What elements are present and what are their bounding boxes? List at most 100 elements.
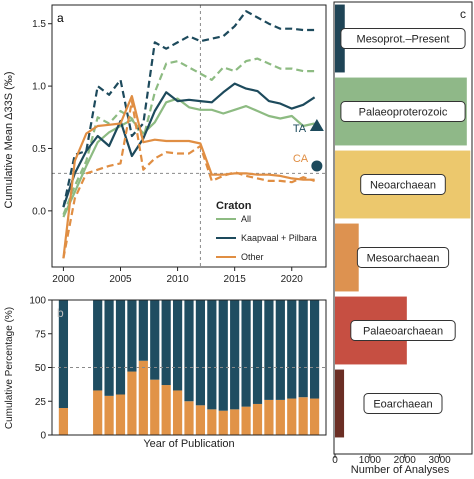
bar-kaapvaal-2012 bbox=[195, 300, 206, 406]
ca-marker bbox=[311, 160, 323, 172]
bar-kaapvaal-2021 bbox=[298, 300, 308, 398]
bar-other-2005 bbox=[115, 394, 126, 435]
bar-kaapvaal-2019 bbox=[275, 300, 285, 400]
bar-other-2016 bbox=[241, 406, 251, 435]
legend-all-label: All bbox=[241, 214, 251, 224]
c-x-tick-label-3000: 3000 bbox=[428, 455, 451, 466]
series-line-all-solid bbox=[62, 97, 315, 218]
bar-other-2010 bbox=[172, 390, 183, 435]
series-line-other-solid bbox=[62, 94, 315, 259]
bar-other-2014 bbox=[218, 410, 228, 435]
bar-kaapvaal-2007 bbox=[138, 300, 148, 361]
legend-title: Craton bbox=[216, 200, 252, 212]
label-box-mesoarchaean bbox=[356, 247, 450, 268]
panel-c: Mesoprot.–Present Palaeoproterozoic Neoarc… bbox=[332, 1, 473, 476]
bar-kaapvaal-2004 bbox=[104, 300, 114, 396]
bar-other-2003 bbox=[93, 390, 103, 435]
panel-c-xlabel: Number of Analyses bbox=[351, 464, 450, 476]
series-line-other-dashed bbox=[62, 99, 315, 259]
x-tick-label-2000: 2000 bbox=[52, 274, 75, 285]
bar-kaapvaal-2009 bbox=[161, 300, 171, 386]
bar-other-2007 bbox=[138, 360, 148, 435]
ca-marker-label: CA bbox=[293, 153, 309, 165]
bar-other-2013 bbox=[207, 409, 217, 435]
y-tick-label-0.5: 0.5 bbox=[32, 144, 46, 155]
bar-kaapvaal-2010 bbox=[172, 300, 183, 391]
panel-a-frame bbox=[51, 4, 327, 268]
panel-b-label: b bbox=[57, 306, 64, 320]
label-palaeoproterozoic: Palaeoproterozoic bbox=[359, 107, 448, 119]
x-tick-label-2015: 2015 bbox=[224, 274, 247, 285]
panel-c-label: c bbox=[460, 7, 466, 21]
c-x-tick-label-2000: 2000 bbox=[394, 455, 417, 466]
y-tick-label-1.5: 1.5 bbox=[32, 19, 46, 30]
bar-other-2019 bbox=[275, 399, 285, 435]
x-tick-label-2005: 2005 bbox=[109, 274, 132, 285]
label-box-neoarchaean bbox=[360, 174, 446, 195]
panel-a-label: a bbox=[57, 11, 64, 25]
bar-other-2011 bbox=[184, 401, 194, 435]
bar-kaapvaal-2015 bbox=[230, 300, 240, 410]
label-box-palaeoarchaean bbox=[350, 320, 456, 341]
bar-other-2015 bbox=[230, 409, 240, 435]
panel-b-ylabel: Cumulative Percentage (%) bbox=[4, 307, 15, 429]
legend-other-label: Other bbox=[241, 252, 264, 262]
b-y-tick-label-100: 100 bbox=[29, 296, 46, 307]
bar-other-2020 bbox=[287, 398, 297, 435]
bar-kaapvaal-2013 bbox=[207, 300, 217, 410]
ta-marker-label: TA bbox=[293, 123, 307, 135]
label-mesoarchaean: Mesoarchaean bbox=[367, 253, 440, 265]
bar-other-2000 bbox=[58, 408, 69, 435]
bar-kaapvaal-2017 bbox=[252, 300, 263, 404]
bar-other-2018 bbox=[264, 399, 274, 435]
b-y-tick-label-25: 25 bbox=[35, 397, 47, 408]
panel-b: 0 25 50 75 100 b Cumulative Percentage (%) Y… bbox=[4, 296, 327, 450]
bar-mesoarchaean bbox=[335, 223, 359, 292]
label-box-palaeoproterozoic bbox=[340, 101, 466, 122]
b-y-tick-label-75: 75 bbox=[35, 329, 47, 340]
bar-other-2022 bbox=[309, 398, 320, 435]
panel-b-xlabel: Year of Publication bbox=[143, 438, 234, 450]
label-eoarchaean: Eoarchaean bbox=[373, 399, 432, 411]
b-y-tick-label-50: 50 bbox=[35, 363, 47, 374]
bar-kaapvaal-2005 bbox=[115, 300, 126, 395]
bar-other-2006 bbox=[127, 371, 137, 435]
label-box-eoarchaean bbox=[363, 393, 443, 414]
panel-a-ylabel: Cumulative Mean Δ33S (‰) bbox=[3, 72, 15, 209]
panel-c-frame bbox=[333, 1, 473, 455]
label-palaeoarchaean: Palaeoarchaean bbox=[363, 326, 443, 338]
series-line-kaapvaal-solid bbox=[62, 82, 316, 208]
bar-other-2004 bbox=[104, 395, 114, 435]
x-tick-label-2020: 2020 bbox=[281, 274, 304, 285]
bar-kaapvaal-2022 bbox=[309, 300, 320, 399]
bar-kaapvaal-2000 bbox=[58, 300, 69, 408]
series-line-all-dashed bbox=[62, 57, 315, 216]
label-neoarchaean: Neoarchaean bbox=[370, 180, 436, 192]
bar-kaapvaal-2014 bbox=[218, 300, 228, 411]
bar-mesoprot-present bbox=[335, 4, 345, 73]
y-tick-label-1: 1.0 bbox=[32, 82, 46, 93]
bar-kaapvaal-2011 bbox=[184, 300, 194, 402]
label-box-mesoprot-present bbox=[340, 28, 466, 49]
bar-kaapvaal-2008 bbox=[150, 300, 160, 380]
legend-kaapvaal-label: Kaapvaal + Pilbara bbox=[241, 233, 317, 243]
bar-other-2008 bbox=[150, 379, 160, 435]
label-mesoprot-present: Mesoprot.–Present bbox=[357, 34, 450, 46]
bar-other-2017 bbox=[252, 403, 263, 435]
y-tick-label-0: 0.0 bbox=[32, 206, 46, 217]
ta-marker bbox=[309, 119, 324, 132]
c-x-tick-label-1000: 1000 bbox=[359, 455, 382, 466]
series-line-kaapvaal-dashed bbox=[62, 10, 315, 208]
legend: Craton All Kaapvaal + Pilbara Other bbox=[216, 200, 317, 262]
bar-kaapvaal-2003 bbox=[93, 300, 103, 391]
bar-eoarchaean bbox=[335, 369, 345, 438]
bar-kaapvaal-2006 bbox=[127, 300, 137, 372]
bar-other-2021 bbox=[298, 397, 308, 435]
bar-other-2012 bbox=[195, 405, 206, 435]
x-tick-label-2010: 2010 bbox=[166, 274, 189, 285]
c-x-tick-label-0: 0 bbox=[332, 455, 338, 466]
b-y-tick-label-0: 0 bbox=[40, 431, 46, 442]
bar-other-2009 bbox=[161, 385, 171, 435]
bar-kaapvaal-2020 bbox=[287, 300, 297, 399]
